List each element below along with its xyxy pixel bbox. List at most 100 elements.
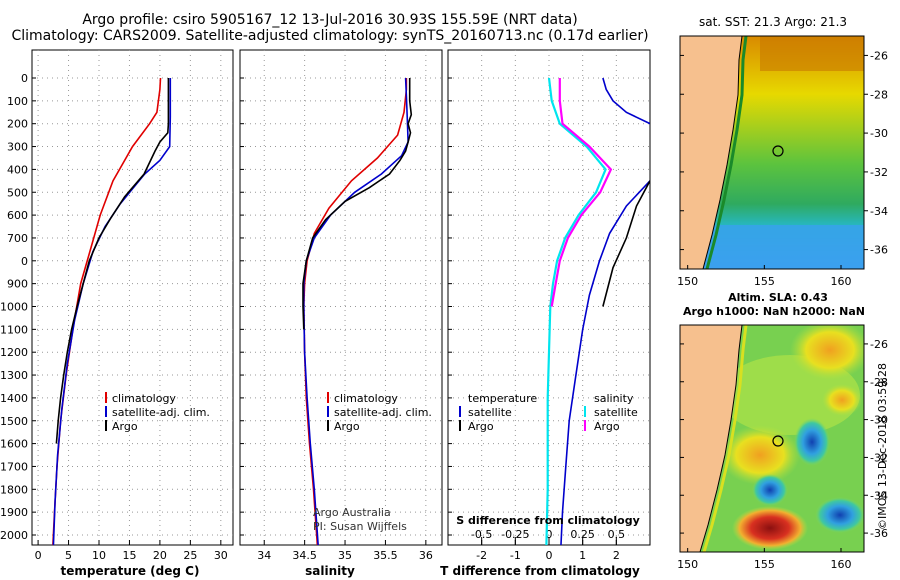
s-tick-label: 0	[546, 528, 553, 541]
series-line-temperature-argo	[602, 180, 650, 307]
land-mass-2	[680, 325, 743, 552]
y-tick-label: 1900	[0, 506, 28, 519]
legend-sal-sat: satellite-adj. clim.	[334, 406, 432, 419]
s-tick-label: 0.5	[608, 528, 626, 541]
figure-title-line2: Climatology: CARS2009. Satellite-adjuste…	[11, 28, 649, 44]
map-y-tick-label: -26	[870, 49, 888, 62]
x-tick-label: 25	[183, 549, 197, 562]
figure-title-line1: Argo profile: csiro 5905167_12 13-Jul-20…	[82, 12, 578, 28]
y-tick-label: 1000	[0, 301, 28, 314]
x-tick-label: 30	[214, 549, 228, 562]
x-axis-label: temperature (deg C)	[61, 564, 200, 578]
map-y-tick-label: -34	[870, 489, 888, 502]
series-line-temperature-satellite	[602, 77, 650, 125]
difference-panel: -2 -1 0 1 2 T difference from climatology -0.5…	[440, 49, 651, 578]
s-axis-title: S difference from climatology	[456, 514, 640, 527]
x-tick-label: 36	[419, 549, 433, 562]
series-line-argo	[55, 78, 170, 444]
y-tick-label: 400	[7, 163, 28, 176]
y-tick-label: 1200	[0, 346, 28, 359]
x-tick-label: 0	[35, 549, 42, 562]
map-y-tick-label: -32	[870, 451, 888, 464]
x-tick-label: 10	[92, 549, 106, 562]
x-tick-label: 20	[153, 549, 167, 562]
y-tick-label: 1500	[0, 415, 28, 428]
map-y-tick-label: -28	[870, 88, 888, 101]
x-tick-label: 35	[338, 549, 352, 562]
legend-diff-sal-title: salinity	[594, 392, 634, 405]
series-line-satellite-adj-clim-	[302, 77, 409, 545]
series-line-salinity-argo	[550, 78, 613, 307]
x-tick-label: -1	[510, 549, 521, 562]
panel-frame	[239, 49, 443, 546]
x-tick-label: 5	[65, 549, 72, 562]
y-tick-label: 500	[7, 186, 28, 199]
map-y-tick-label: -30	[870, 414, 888, 427]
series-group	[52, 77, 172, 545]
series-line-salinity-satellite	[545, 77, 607, 545]
map-y-tick-label: -36	[870, 244, 888, 257]
series-group	[302, 77, 413, 545]
y-tick-label: 1400	[0, 392, 28, 405]
legend-diff-temp-title: temperature	[468, 392, 537, 405]
s-tick-label: 0.25	[570, 528, 595, 541]
x-tick-label: 35.5	[373, 549, 398, 562]
map-x-tick-label: 150	[677, 275, 698, 288]
y-tick-label: 1300	[0, 369, 28, 382]
map-y-tick-label: -36	[870, 527, 888, 540]
credit-line2: PI: Susan Wijffels	[313, 520, 407, 533]
map-x-tick-label: 155	[754, 558, 775, 571]
sst-map-title: sat. SST: 21.3 Argo: 21.3	[699, 15, 847, 29]
map-x-tick-label: 160	[831, 558, 852, 571]
y-tick-label: 900	[7, 278, 28, 291]
map-y-tick-label: -28	[870, 376, 888, 389]
series-line-climatology	[52, 77, 162, 545]
y-tick-label: 1800	[0, 483, 28, 496]
legend-temp-clim: climatology	[112, 392, 176, 405]
series-group	[545, 77, 650, 545]
map-y-tick-label: -32	[870, 166, 888, 179]
x-tick-label: 0	[546, 549, 553, 562]
legend-diff-s-argo: Argo	[594, 420, 620, 433]
map-y-tick-label: -34	[870, 205, 888, 218]
y-tick-label: 700	[7, 232, 28, 245]
series-line-climatology	[302, 78, 408, 545]
sla-map-title-line2: Argo h1000: NaN h2000: NaN	[683, 305, 865, 318]
y-tick-label: 1100	[0, 323, 28, 336]
series-line-argo	[302, 78, 413, 330]
legend-diff-s-sat: satellite	[594, 406, 638, 419]
credit-line1: Argo Australia	[313, 506, 391, 519]
sla-map: Altim. SLA: 0.43 Argo h1000: NaN h2000: …	[677, 291, 888, 571]
y-tick-label: 600	[7, 209, 28, 222]
y-tick-label: 0	[21, 255, 28, 268]
x-axis-label: T difference from climatology	[440, 564, 640, 578]
y-tick-label: 2000	[0, 529, 28, 542]
argo-location-marker	[772, 145, 784, 157]
map-x-tick-label: 160	[831, 275, 852, 288]
x-tick-label: 1	[579, 549, 586, 562]
legend-diff-t-argo: Argo	[468, 420, 494, 433]
x-tick-label: 15	[122, 549, 136, 562]
sla-map-title-line1: Altim. SLA: 0.43	[728, 291, 828, 304]
land-mass	[680, 36, 743, 269]
x-tick-label: 2	[613, 549, 620, 562]
legend-sal-clim: climatology	[334, 392, 398, 405]
map-y-tick-label: -26	[870, 338, 888, 351]
x-tick-label: -2	[476, 549, 487, 562]
x-tick-label: 34.5	[292, 549, 317, 562]
series-line-temperature-satellite-deep	[560, 180, 650, 545]
y-tick-label: 1600	[0, 438, 28, 451]
legend-sal-argo: Argo	[334, 420, 360, 433]
y-tick-label: 100	[7, 95, 28, 108]
series-line-satellite-adj-clim-	[52, 78, 172, 545]
y-tick-label: 300	[7, 141, 28, 154]
legend-temp-argo: Argo	[112, 420, 138, 433]
s-tick-label: -0.5	[471, 528, 492, 541]
map-x-tick-label: 150	[677, 558, 698, 571]
argo-location-marker-2	[772, 435, 784, 447]
y-tick-label: 0	[21, 72, 28, 85]
y-tick-label: 200	[7, 118, 28, 131]
legend-temp-sat: satellite-adj. clim.	[112, 406, 210, 419]
